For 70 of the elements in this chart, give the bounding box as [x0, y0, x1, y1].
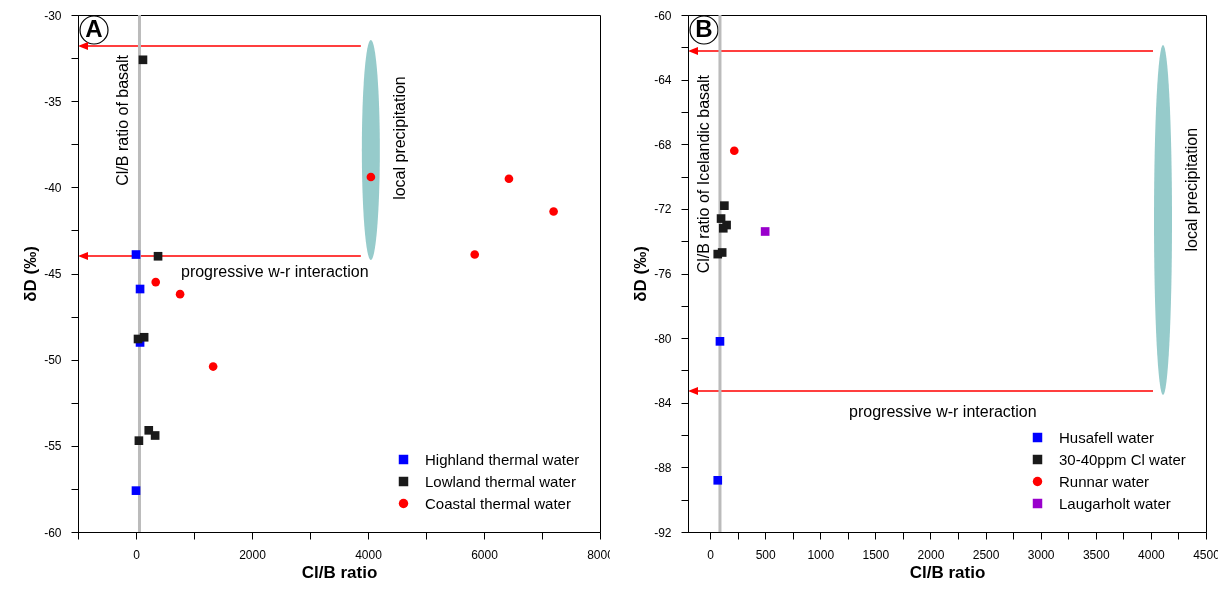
y-tick-label: -60	[654, 8, 672, 23]
point	[504, 174, 514, 184]
legend-label: Runnar water	[1059, 472, 1150, 490]
annotation: local precipitation	[1183, 127, 1201, 252]
y-tick-label: -80	[654, 331, 672, 346]
y-axis-title: δD (‰)	[21, 246, 41, 302]
x-tick-label: 4000	[1138, 547, 1166, 562]
x-tick-label: 1000	[807, 547, 835, 562]
point	[715, 337, 725, 346]
legend-label: Lowland thermal water	[425, 472, 576, 490]
point	[144, 425, 154, 435]
x-tick-label: 3500	[1082, 547, 1110, 562]
annotation: B	[695, 15, 713, 42]
annotation: local precipitation	[391, 76, 409, 200]
y-tick-label: -92	[654, 525, 672, 540]
annotation: A	[85, 15, 103, 42]
y-axis-title: δD (‰)	[631, 246, 651, 302]
point	[134, 436, 144, 445]
y-tick-label: -55	[44, 439, 62, 454]
y-tick-label: -50	[44, 353, 62, 368]
point	[549, 207, 558, 216]
y-tick-label: -72	[654, 202, 672, 217]
x-tick-label: 0	[707, 547, 715, 562]
point	[713, 249, 723, 259]
x-tick-label: 1500	[862, 547, 890, 562]
y-tick-label: -68	[654, 137, 672, 152]
y-tick-label: -64	[654, 73, 672, 88]
legend-label: Highland thermal water	[425, 450, 580, 468]
x-axis-title: Cl/B ratio	[909, 562, 986, 582]
legend-label: 30-40ppm Cl water	[1059, 450, 1186, 468]
point	[150, 431, 160, 440]
point	[713, 475, 723, 485]
x-tick-label: 2500	[972, 547, 1000, 562]
point	[720, 201, 729, 210]
y-tick-label: -40	[44, 180, 62, 195]
legend-label: Husafell water	[1059, 428, 1155, 446]
y-tick-label: -35	[44, 94, 62, 109]
y-tick-label: -88	[654, 460, 672, 475]
legend-label: Coastal thermal water	[425, 494, 571, 512]
point	[175, 289, 185, 299]
point	[153, 251, 163, 261]
legend-label: Laugarholt water	[1059, 494, 1171, 512]
x-axis-title: Cl/B ratio	[301, 562, 378, 582]
y-tick-label: -84	[654, 396, 672, 411]
x-tick-label: 0	[133, 547, 141, 562]
point	[729, 146, 739, 156]
x-tick-label: 2000	[239, 547, 267, 562]
x-tick-label: 4000	[355, 547, 383, 562]
x-tick-label: 3000	[1027, 547, 1055, 562]
annotation: progressive w-r interaction	[849, 403, 1037, 421]
ref-line-label: Cl/B ratio of basalt	[114, 54, 132, 186]
point	[139, 332, 149, 342]
y-tick-label: -30	[44, 8, 62, 23]
ref-line-label: Cl/B ratio of Icelandic basalt	[694, 74, 712, 274]
point	[208, 362, 218, 371]
x-tick-label: 500	[755, 547, 776, 562]
point	[131, 250, 141, 259]
point	[718, 223, 728, 233]
y-tick-label: -60	[44, 525, 62, 540]
x-tick-label: 6000	[471, 547, 499, 562]
x-tick-label: 2000	[917, 547, 945, 562]
point	[760, 227, 770, 236]
y-tick-label: -45	[44, 267, 62, 281]
annotation: progressive w-r interaction	[180, 262, 369, 280]
point	[138, 55, 148, 65]
y-tick-label: -76	[654, 267, 672, 281]
point	[470, 250, 480, 259]
point	[131, 486, 141, 495]
point	[151, 277, 161, 287]
point	[366, 172, 376, 182]
